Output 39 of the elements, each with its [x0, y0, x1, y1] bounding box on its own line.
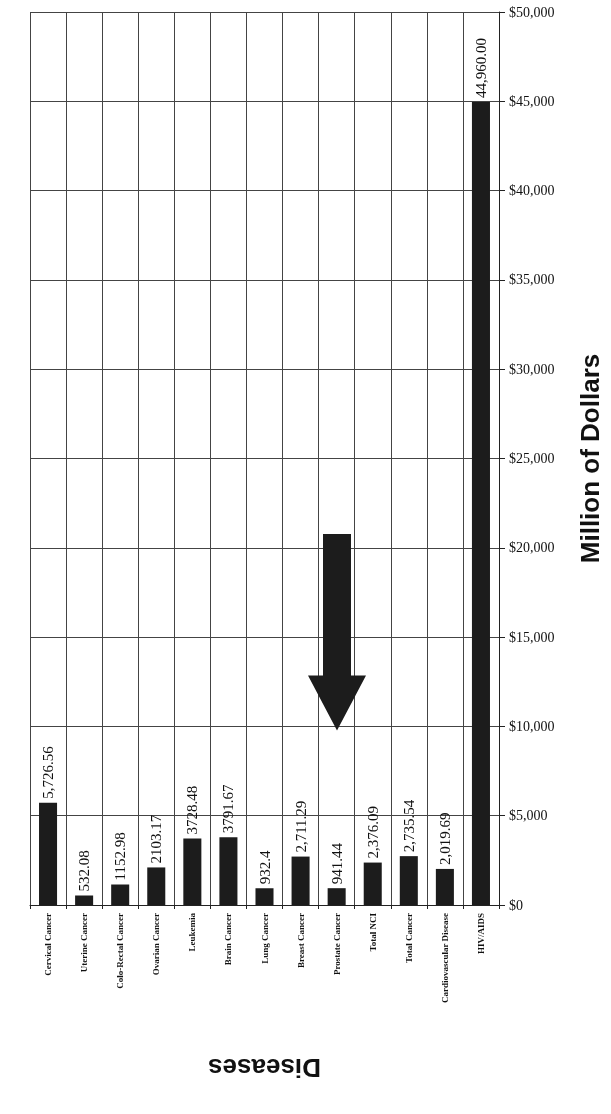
y-tick-label: $0 [509, 897, 523, 913]
data-label: 2103.17 [148, 814, 165, 864]
y-tick-label: $10,000 [509, 718, 555, 734]
x-tick-label: Brain Cancer [223, 913, 234, 966]
x-tick-label: Total NCI [367, 912, 378, 952]
y-tick-label: $5,000 [509, 808, 548, 824]
x-tick-label: Breast Cancer [295, 913, 306, 969]
data-label: 932.4 [256, 850, 273, 885]
x-tick-label: Colo-Rectal Cancer [115, 913, 126, 989]
data-label: 5,726.56 [40, 745, 57, 799]
x-tick-label: Cervical Cancer [43, 913, 54, 976]
data-label: 3728.48 [184, 785, 201, 835]
data-label: 2,711.29 [292, 800, 309, 853]
x-tick-label: Uterine Cancer [79, 913, 90, 973]
y-axis-title: Million of Dollars [575, 353, 605, 564]
y-tick-label: $50,000 [509, 4, 555, 20]
x-tick-label: Cardiovascular Disease [439, 913, 450, 1004]
x-tick-label: Lung Cancer [259, 913, 270, 964]
y-tick-label: $40,000 [509, 183, 555, 199]
y-tick-label: $25,000 [509, 451, 555, 466]
data-label: 2,019.69 [436, 812, 453, 865]
y-tick-label: $20,000 [509, 540, 555, 556]
data-label: 3791.67 [220, 784, 237, 834]
data-label: 2,735.54 [400, 799, 417, 853]
x-axis-title: Diseases [208, 1053, 321, 1083]
y-tick-label: $15,000 [509, 629, 555, 645]
data-label: 2,376.09 [364, 806, 381, 859]
x-tick-label: Total Cancer [403, 913, 414, 963]
data-label: 44,960.00 [472, 38, 489, 99]
x-tick-label: Prostate Cancer [331, 913, 342, 976]
data-label: 532.08 [76, 850, 93, 892]
y-tick-label: $45,000 [509, 93, 555, 109]
data-label: 1152.98 [112, 832, 129, 881]
x-tick-label: HIV/AIDS [475, 913, 486, 955]
y-tick-label: $35,000 [509, 272, 555, 288]
x-tick-label: Ovarian Cancer [151, 913, 162, 976]
y-tick-label: $30,000 [509, 361, 555, 377]
x-tick-label: Leukemia [187, 912, 198, 952]
data-label: 941.44 [328, 842, 345, 885]
